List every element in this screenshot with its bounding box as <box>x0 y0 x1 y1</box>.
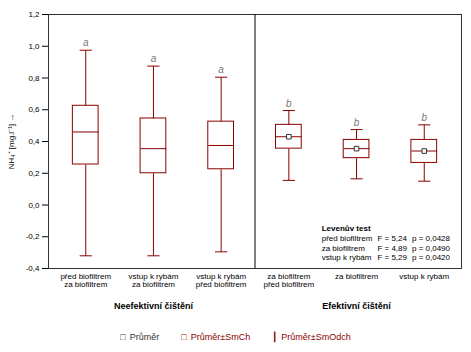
svg-text:vstup k rybámpřed biofiltrem: vstup k rybámpřed biofiltrem <box>196 272 247 289</box>
html-text:□ Průměr: □ Průměr <box>120 332 160 342</box>
svg-text:b: b <box>286 98 292 109</box>
html-text:p = 0,0420: p = 0,0420 <box>412 253 450 263</box>
svg-text:0,6: 0,6 <box>28 105 40 114</box>
svg-text:1,2: 1,2 <box>28 10 40 19</box>
html-text:F = 5,29: F = 5,29 <box>377 253 407 263</box>
svg-text:a: a <box>218 64 224 75</box>
html-text:Levenův test: Levenův test <box>321 223 371 233</box>
svg-text:a: a <box>83 37 89 48</box>
svg-text:před biofiltremza biofiltrem: před biofiltremza biofiltrem <box>60 272 111 289</box>
html-text:p = 0,0428: p = 0,0428 <box>412 234 450 244</box>
html-text:vstup k rybám: vstup k rybám <box>321 253 372 263</box>
html-text:za biofiltrem: za biofiltrem <box>321 243 365 253</box>
html-text:┃ Průměr±SmOdch: ┃ Průměr±SmOdch <box>272 332 351 342</box>
html-text:p = 0,0490: p = 0,0490 <box>412 243 450 253</box>
svg-text:za biofiltrempřed biofiltrem: za biofiltrempřed biofiltrem <box>264 272 315 289</box>
svg-text:0,2: 0,2 <box>28 169 40 178</box>
svg-text:vstup k rybám: vstup k rybám <box>399 272 449 281</box>
svg-text:za biofiltrem: za biofiltrem <box>335 272 378 281</box>
svg-text:a: a <box>151 53 157 64</box>
svg-text:Efektivní čištění: Efektivní čištění <box>322 301 391 311</box>
svg-text:Neefektivní čištění: Neefektivní čištění <box>114 301 194 311</box>
svg-text:vstup k rybámza biofiltrem: vstup k rybámza biofiltrem <box>129 272 179 289</box>
html-text:F = 5,24: F = 5,24 <box>377 234 407 244</box>
svg-text:0,8: 0,8 <box>28 74 40 83</box>
svg-text:1,0: 1,0 <box>28 42 40 51</box>
html-text:□ Průměr±SmCh: □ Průměr±SmCh <box>181 332 251 342</box>
svg-text:NH₄⁺ [mg.l⁻¹] →: NH₄⁺ [mg.l⁻¹] → <box>7 114 16 170</box>
svg-text:b: b <box>421 112 427 123</box>
svg-text:0,4: 0,4 <box>28 137 40 146</box>
svg-text:-0,2: -0,2 <box>26 232 40 241</box>
svg-text:b: b <box>354 117 360 128</box>
svg-text:-0,4: -0,4 <box>26 264 40 273</box>
html-text:F = 4,89: F = 4,89 <box>377 243 407 253</box>
svg-text:0,0: 0,0 <box>28 201 40 210</box>
html-text:před biofiltrem: před biofiltrem <box>321 234 373 244</box>
